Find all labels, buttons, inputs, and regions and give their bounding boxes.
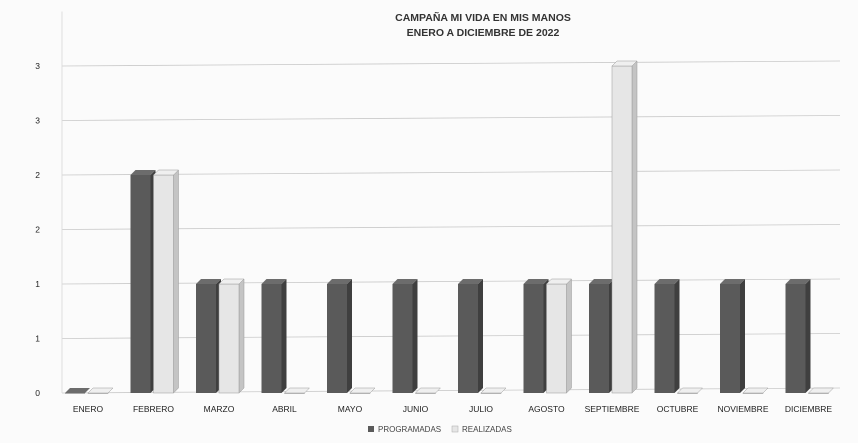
- bar-programadas-noviembre: [720, 279, 745, 393]
- bar-programadas-febrero: [130, 170, 156, 393]
- x-category-label: ENERO: [73, 404, 104, 414]
- legend-label-realizadas: REALIZADAS: [462, 425, 512, 434]
- bar-realizadas-febrero: [152, 169, 180, 394]
- x-category-label: FEBRERO: [133, 404, 174, 414]
- y-tick-label: 0: [35, 388, 40, 398]
- bar-programadas-julio: [458, 279, 483, 393]
- bar-programadas-mayo: [327, 279, 352, 393]
- x-category-label: MAYO: [338, 404, 363, 414]
- x-axis-category-labels: ENERO FEBRERO MARZO ABRIL MAYO JUNIO JULIO AGOS…: [73, 404, 833, 414]
- x-category-label: NOVIEMBRE: [717, 404, 768, 414]
- y-tick-label: 3: [35, 116, 40, 126]
- gridline: [61, 278, 841, 285]
- gridline: [61, 387, 841, 394]
- bar-realizadas-diciembre: [807, 387, 835, 394]
- bar-realizadas-mayo: [349, 387, 376, 394]
- bars: [65, 60, 835, 394]
- x-category-label: MARZO: [204, 404, 235, 414]
- chart-subtitle: ENERO A DICIEMBRE DE 2022: [407, 27, 560, 39]
- bar-realizadas-julio: [480, 387, 507, 394]
- legend-swatch-realizadas: [451, 425, 459, 433]
- x-category-label: DICIEMBRE: [785, 404, 833, 414]
- bar-realizadas-agosto: [545, 278, 573, 394]
- bar-programadas-agosto: [523, 279, 549, 393]
- x-category-label: SEPTIEMBRE: [585, 404, 640, 414]
- x-category-label: JUNIO: [403, 404, 429, 414]
- bar-programadas-junio: [392, 279, 418, 393]
- bar-realizadas-octubre: [676, 387, 704, 394]
- bar-programadas-diciembre: [785, 279, 811, 393]
- y-axis-tick-labels: 0 1 1 2 2 3 3: [35, 61, 40, 398]
- legend-label-programadas: PROGRAMADAS: [378, 425, 441, 434]
- gridline: [61, 60, 841, 67]
- y-tick-label: 2: [35, 225, 40, 235]
- bar-programadas-abril: [261, 279, 287, 393]
- gridline: [61, 224, 841, 230]
- bar-realizadas-abril: [283, 387, 311, 394]
- y-tick-label: 3: [35, 61, 40, 71]
- bar-realizadas-noviembre: [742, 387, 769, 394]
- y-tick-label: 2: [35, 170, 40, 180]
- bar-realizadas-enero: [87, 387, 114, 394]
- bar-programadas-octubre: [654, 279, 680, 393]
- bar-programadas-marzo: [196, 279, 221, 393]
- y-tick-label: 1: [35, 334, 40, 344]
- legend: PROGRAMADAS REALIZADAS: [368, 425, 512, 434]
- x-category-label: JULIO: [469, 404, 493, 414]
- gridline: [61, 169, 841, 176]
- x-category-label: ABRIL: [272, 404, 297, 414]
- bar-realizadas-marzo: [218, 278, 245, 394]
- chart-title: CAMPAÑA MI VIDA EN MIS MANOS: [395, 11, 571, 24]
- gridlines: [61, 11, 841, 394]
- y-tick-label: 1: [35, 279, 40, 289]
- bar-programadas-enero: [65, 388, 90, 394]
- bar-programadas-septiembre: [589, 279, 614, 393]
- bar-realizadas-junio: [414, 387, 442, 394]
- bar-realizadas-septiembre: [611, 60, 638, 394]
- gridline: [61, 115, 841, 121]
- x-category-label: AGOSTO: [528, 404, 565, 414]
- legend-swatch-programadas: [368, 426, 374, 432]
- x-category-label: OCTUBRE: [657, 404, 699, 414]
- gridline: [61, 333, 841, 339]
